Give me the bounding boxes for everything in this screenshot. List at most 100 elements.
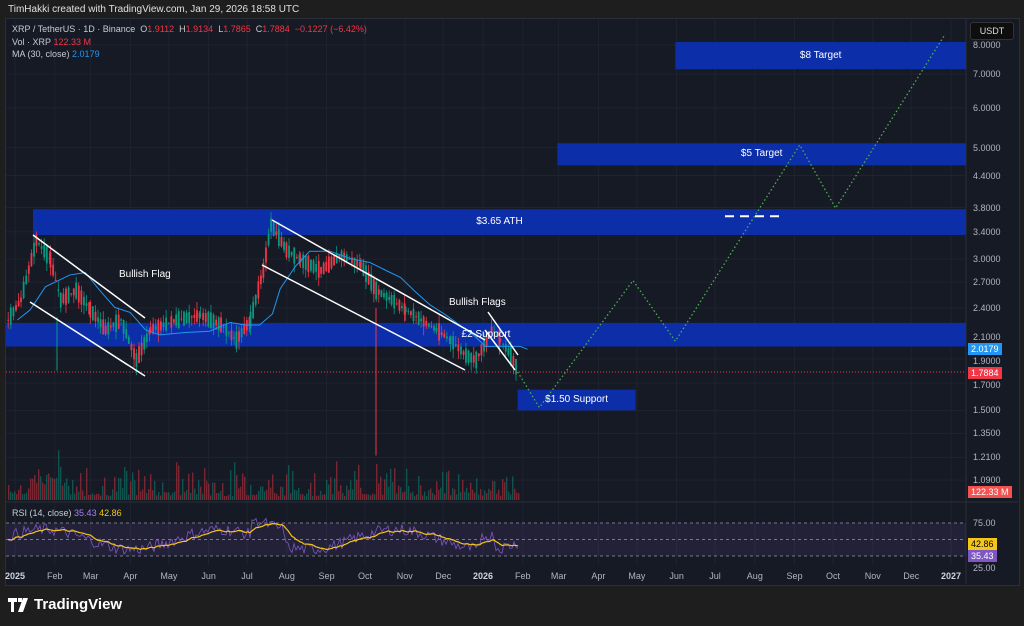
candle bbox=[188, 312, 191, 323]
symbol-legend: XRP / TetherUS · 1D · Binance O1.9112 H1… bbox=[12, 24, 367, 34]
candle bbox=[227, 332, 230, 334]
volume-bar bbox=[362, 493, 364, 500]
candle bbox=[333, 255, 335, 266]
volume-bar bbox=[102, 486, 104, 500]
volume-bar bbox=[506, 477, 508, 500]
candle bbox=[283, 241, 285, 251]
zone-label: $1.50 Support bbox=[545, 394, 608, 406]
rsi-legend: RSI (14, close) 35.43 42.86 bbox=[12, 508, 122, 518]
price-tick: 2.7000 bbox=[973, 277, 1001, 288]
candle bbox=[222, 327, 225, 329]
volume-bar bbox=[464, 491, 466, 500]
rsi-label[interactable]: RSI (14, close) bbox=[12, 508, 72, 518]
candle bbox=[445, 336, 448, 339]
candle bbox=[422, 316, 425, 327]
candle bbox=[67, 287, 70, 303]
volume-bar bbox=[144, 476, 146, 500]
volume-bar bbox=[358, 464, 360, 500]
candle bbox=[107, 322, 110, 335]
volume-bar bbox=[504, 482, 506, 500]
candle bbox=[190, 316, 193, 318]
chart-panel[interactable] bbox=[5, 18, 1020, 586]
candle bbox=[17, 301, 20, 307]
candle bbox=[22, 281, 25, 299]
candle bbox=[162, 322, 165, 328]
candle bbox=[395, 303, 398, 305]
candle bbox=[383, 292, 385, 298]
candle bbox=[220, 317, 222, 333]
candle bbox=[290, 251, 293, 256]
candle bbox=[412, 308, 415, 322]
volume-bar bbox=[10, 491, 12, 500]
symbol-name[interactable]: XRP / TetherUS · 1D · Binance bbox=[12, 24, 136, 34]
zone-label: $3.65 ATH bbox=[476, 216, 523, 228]
volume-label[interactable]: Vol · XRP bbox=[12, 37, 52, 47]
currency-button[interactable]: USDT bbox=[970, 22, 1014, 40]
flag-channel-line bbox=[261, 264, 466, 371]
volume-bar bbox=[386, 473, 388, 500]
volume-bar bbox=[94, 495, 96, 500]
candle bbox=[449, 336, 452, 344]
rsi-line bbox=[7, 517, 519, 555]
volume-bar bbox=[508, 491, 510, 500]
candle bbox=[12, 307, 15, 317]
volume-bar bbox=[304, 495, 306, 500]
candle bbox=[302, 254, 305, 269]
ma-label[interactable]: MA (30, close) bbox=[12, 49, 70, 59]
ma-legend: MA (30, close) 2.0179 bbox=[12, 49, 100, 59]
volume-bar bbox=[164, 492, 166, 500]
candle bbox=[207, 311, 210, 327]
volume-bar bbox=[120, 478, 122, 500]
candle bbox=[75, 282, 78, 299]
volume-bar bbox=[42, 482, 44, 500]
volume-bar bbox=[178, 465, 180, 500]
tradingview-logo[interactable]: TradingView bbox=[8, 596, 122, 613]
volume-bar bbox=[296, 490, 298, 500]
candle bbox=[293, 247, 296, 264]
volume-bar bbox=[154, 481, 156, 500]
volume-bar bbox=[294, 489, 296, 500]
volume-bar bbox=[482, 495, 484, 500]
volume-bar bbox=[260, 486, 262, 500]
volume-bar bbox=[232, 495, 234, 500]
volume-bar bbox=[372, 493, 374, 500]
volume-bar bbox=[180, 495, 182, 500]
high-value: 1.9134 bbox=[185, 24, 214, 34]
candle bbox=[457, 344, 460, 352]
volume-bar bbox=[424, 491, 426, 500]
volume-bar bbox=[224, 495, 226, 500]
candle bbox=[472, 355, 475, 363]
candle bbox=[145, 333, 148, 342]
volume-bar bbox=[478, 494, 480, 500]
candle bbox=[204, 313, 207, 323]
time-tick: Oct bbox=[826, 571, 841, 581]
volume-bar bbox=[256, 494, 258, 500]
rsi-tag: 35.43 bbox=[968, 550, 997, 563]
volume-bar bbox=[368, 494, 370, 500]
flag-channel-line bbox=[487, 311, 519, 356]
candle bbox=[243, 324, 246, 334]
volume-bar bbox=[490, 490, 492, 500]
time-tick: Sep bbox=[318, 571, 335, 581]
volume-bar bbox=[406, 468, 408, 500]
candle bbox=[404, 307, 407, 313]
candle bbox=[448, 338, 451, 340]
volume-bar bbox=[238, 488, 240, 500]
candle bbox=[91, 306, 94, 321]
volume-bar bbox=[64, 482, 66, 500]
candle bbox=[390, 295, 393, 305]
candle bbox=[272, 222, 275, 236]
volume-bar bbox=[190, 492, 192, 500]
candle bbox=[233, 337, 235, 339]
volume-bar bbox=[516, 492, 518, 500]
volume-bar bbox=[426, 495, 428, 500]
time-tick: Mar bbox=[82, 571, 99, 581]
candle bbox=[133, 348, 135, 360]
volume-bar bbox=[318, 495, 320, 500]
volume-bar bbox=[266, 489, 268, 500]
candle bbox=[40, 246, 43, 249]
volume-bar bbox=[206, 480, 208, 500]
candle bbox=[398, 299, 401, 311]
volume-bar bbox=[438, 489, 440, 500]
